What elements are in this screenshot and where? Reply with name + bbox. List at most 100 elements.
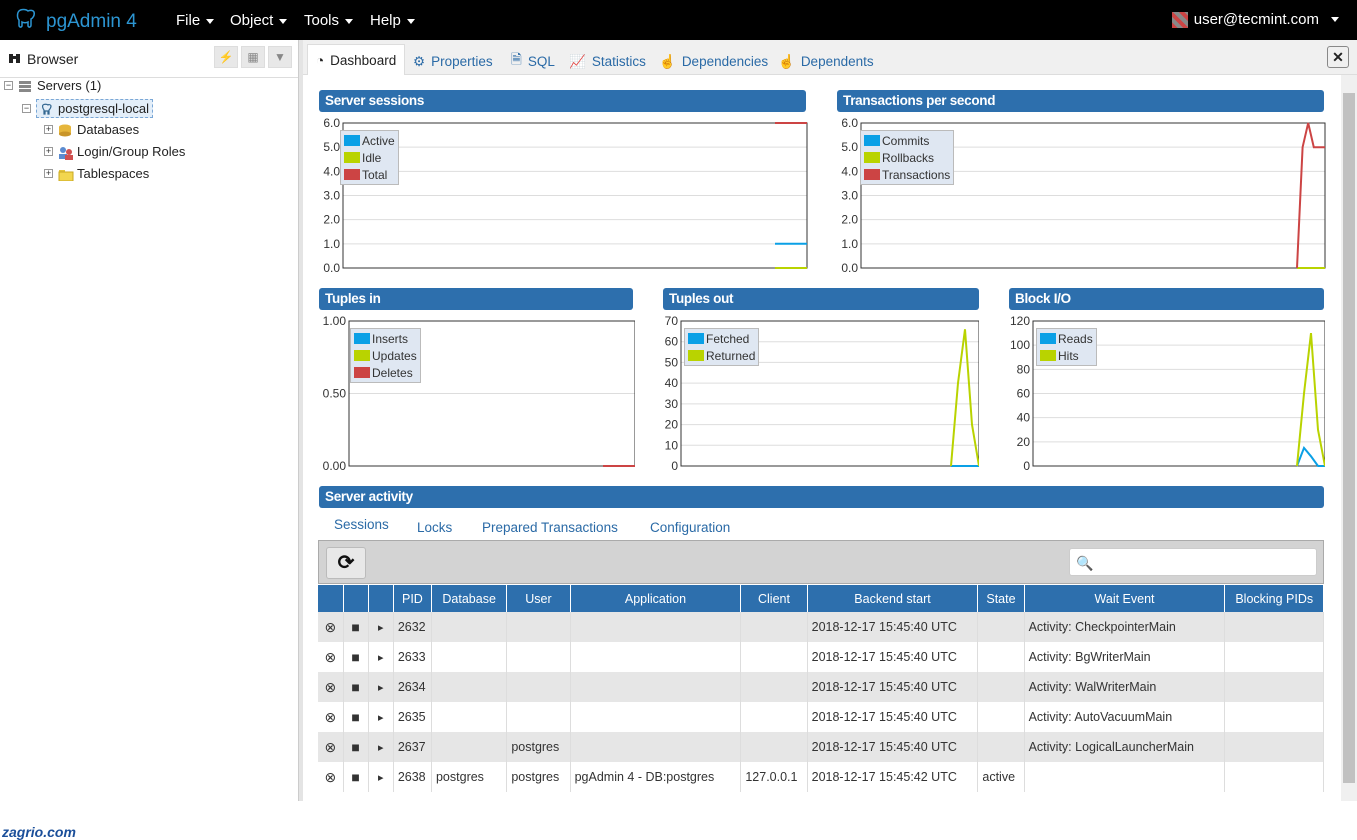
column-header[interactable]: State <box>977 585 1025 612</box>
hand-pointer-icon: ☝ <box>778 53 795 69</box>
expand-row-icon[interactable]: ▸ <box>368 762 394 792</box>
expand-row-icon[interactable]: ▸ <box>368 672 394 702</box>
expand-row-icon[interactable]: ▸ <box>368 702 394 732</box>
column-header[interactable]: Wait Event <box>1024 585 1226 612</box>
cancel-query-icon[interactable]: ■ <box>343 762 369 792</box>
table-row[interactable]: ⊗ ■ ▸ 2634 2018-12-17 15:45:40 UTC Activity: … <box>318 672 1324 702</box>
table-row[interactable]: ⊗ ■ ▸ 2638 postgres postgres pgAdmin 4 - DB:po… <box>318 762 1324 792</box>
close-icon[interactable]: ✕ <box>1327 46 1349 68</box>
terminate-icon[interactable]: ⊗ <box>318 642 344 672</box>
chart-title-block-io: Block I/O <box>1009 288 1324 310</box>
column-header[interactable]: Database <box>431 585 508 612</box>
search-input[interactable]: 🔍 <box>1069 548 1317 576</box>
filter-icon[interactable]: ▼ <box>268 46 292 68</box>
cogs-icon: ⚙ <box>413 53 426 69</box>
legend-label: Rollbacks <box>882 150 935 165</box>
terminate-icon[interactable]: ⊗ <box>318 762 344 792</box>
cancel-query-icon[interactable]: ■ <box>343 612 369 642</box>
terminate-icon[interactable]: ⊗ <box>318 702 344 732</box>
table-cell: Activity: AutoVacuumMain <box>1024 702 1226 732</box>
table-row[interactable]: ⊗ ■ ▸ 2632 2018-12-17 15:45:40 UTC Activity: … <box>318 612 1324 642</box>
table-row[interactable]: ⊗ ■ ▸ 2633 2018-12-17 15:45:40 UTC Activity: … <box>318 642 1324 672</box>
table-cell <box>740 672 808 702</box>
y-tick-label: 3.0 <box>841 189 858 203</box>
table-cell <box>506 702 571 732</box>
table-cell <box>506 612 571 642</box>
expand-row-icon[interactable]: ▸ <box>368 612 394 642</box>
table-cell <box>1224 702 1324 732</box>
collapse-icon[interactable]: − <box>4 80 13 90</box>
scrollbar[interactable] <box>1341 75 1357 801</box>
expand-icon[interactable]: + <box>44 146 53 156</box>
expand-row-icon[interactable]: ▸ <box>368 642 394 672</box>
tree-server-postgresql-local[interactable]: − postgresql-local <box>22 99 154 118</box>
servers-icon <box>18 80 32 92</box>
tab-prepared-transactions[interactable]: Prepared Transactions <box>482 520 618 535</box>
cancel-query-icon[interactable]: ■ <box>343 732 369 762</box>
chart-title-tuples-out: Tuples out <box>663 288 979 310</box>
menu-tools[interactable]: Tools <box>304 12 354 29</box>
table-cell <box>977 702 1025 732</box>
tree-tablespaces[interactable]: + Tablespaces <box>44 166 150 181</box>
expand-icon[interactable]: + <box>44 124 53 134</box>
user-menu[interactable]: user@tecmint.com <box>1171 11 1339 28</box>
menu-help[interactable]: Help <box>370 12 415 29</box>
panel-splitter[interactable] <box>299 40 303 801</box>
table-cell: postgres <box>431 762 508 792</box>
tab-dependencies[interactable]: ☝ Dependencies <box>659 53 769 70</box>
legend-swatch <box>688 350 704 361</box>
elephant-icon <box>40 103 54 115</box>
legend-swatch <box>1040 350 1056 361</box>
terminate-icon[interactable]: ⊗ <box>318 612 344 642</box>
table-cell: 2018-12-17 15:45:40 UTC <box>807 702 979 732</box>
column-header[interactable]: Client <box>740 585 808 612</box>
column-header[interactable]: User <box>506 585 571 612</box>
watermark: zagrio.com <box>2 824 76 840</box>
y-tick-label: 20 <box>1017 435 1031 449</box>
refresh-button[interactable]: ⟳ <box>326 547 366 579</box>
table-cell <box>977 612 1025 642</box>
expand-row-icon[interactable]: ▸ <box>368 732 394 762</box>
table-row[interactable]: ⊗ ■ ▸ 2635 2018-12-17 15:45:40 UTC Activity: … <box>318 702 1324 732</box>
query-tool-icon[interactable]: ⚡ <box>214 46 238 68</box>
refresh-icon: ⟳ <box>337 552 355 574</box>
y-tick-label: 40 <box>665 376 679 390</box>
cancel-query-icon[interactable]: ■ <box>343 642 369 672</box>
tab-sessions[interactable]: Sessions <box>334 517 389 532</box>
table-row[interactable]: ⊗ ■ ▸ 2637 postgres 2018-12-17 15:45:40 UTC Ac… <box>318 732 1324 762</box>
terminate-icon[interactable]: ⊗ <box>318 672 344 702</box>
expand-icon[interactable]: + <box>44 168 53 178</box>
column-header[interactable]: Blocking PIDs <box>1224 585 1324 612</box>
tab-dependents[interactable]: ☝ Dependents <box>778 53 874 70</box>
menu-object[interactable]: Object <box>230 12 288 29</box>
view-data-icon[interactable]: ▦ <box>241 46 265 68</box>
tab-configuration[interactable]: Configuration <box>650 520 731 535</box>
column-header[interactable]: Backend start <box>807 585 979 612</box>
menu-file[interactable]: File <box>176 12 215 29</box>
table-cell <box>977 732 1025 762</box>
tree-servers[interactable]: − Servers (1) <box>4 78 102 93</box>
scrollbar-thumb[interactable] <box>1343 93 1355 783</box>
legend-item: Total <box>344 166 395 183</box>
browser-title: Browser <box>8 51 78 67</box>
cancel-query-icon[interactable]: ■ <box>343 672 369 702</box>
tab-statistics[interactable]: 📈 Statistics <box>569 53 646 70</box>
tab-properties[interactable]: ⚙ Properties <box>413 53 493 70</box>
collapse-icon[interactable]: − <box>22 103 31 113</box>
cancel-query-icon[interactable]: ■ <box>343 702 369 732</box>
tree-databases[interactable]: + Databases <box>44 122 140 137</box>
tab-locks[interactable]: Locks <box>417 520 453 535</box>
legend-item: Hits <box>1040 347 1093 364</box>
table-cell <box>1224 762 1324 792</box>
tab-sql[interactable]: 🗎 SQL <box>503 48 563 75</box>
brand[interactable]: pgAdmin 4 <box>14 7 137 37</box>
tree-login-roles[interactable]: + Login/Group Roles <box>44 144 186 160</box>
legend-swatch <box>1040 333 1056 344</box>
terminate-icon[interactable]: ⊗ <box>318 732 344 762</box>
y-tick-label: 4.0 <box>323 164 340 178</box>
y-tick-label: 5.0 <box>323 140 340 154</box>
column-header[interactable]: Application <box>570 585 742 612</box>
column-header[interactable]: PID <box>393 585 432 612</box>
legend-label: Active <box>362 133 395 148</box>
tab-dashboard[interactable]: ◔ Dashboard <box>307 44 406 75</box>
